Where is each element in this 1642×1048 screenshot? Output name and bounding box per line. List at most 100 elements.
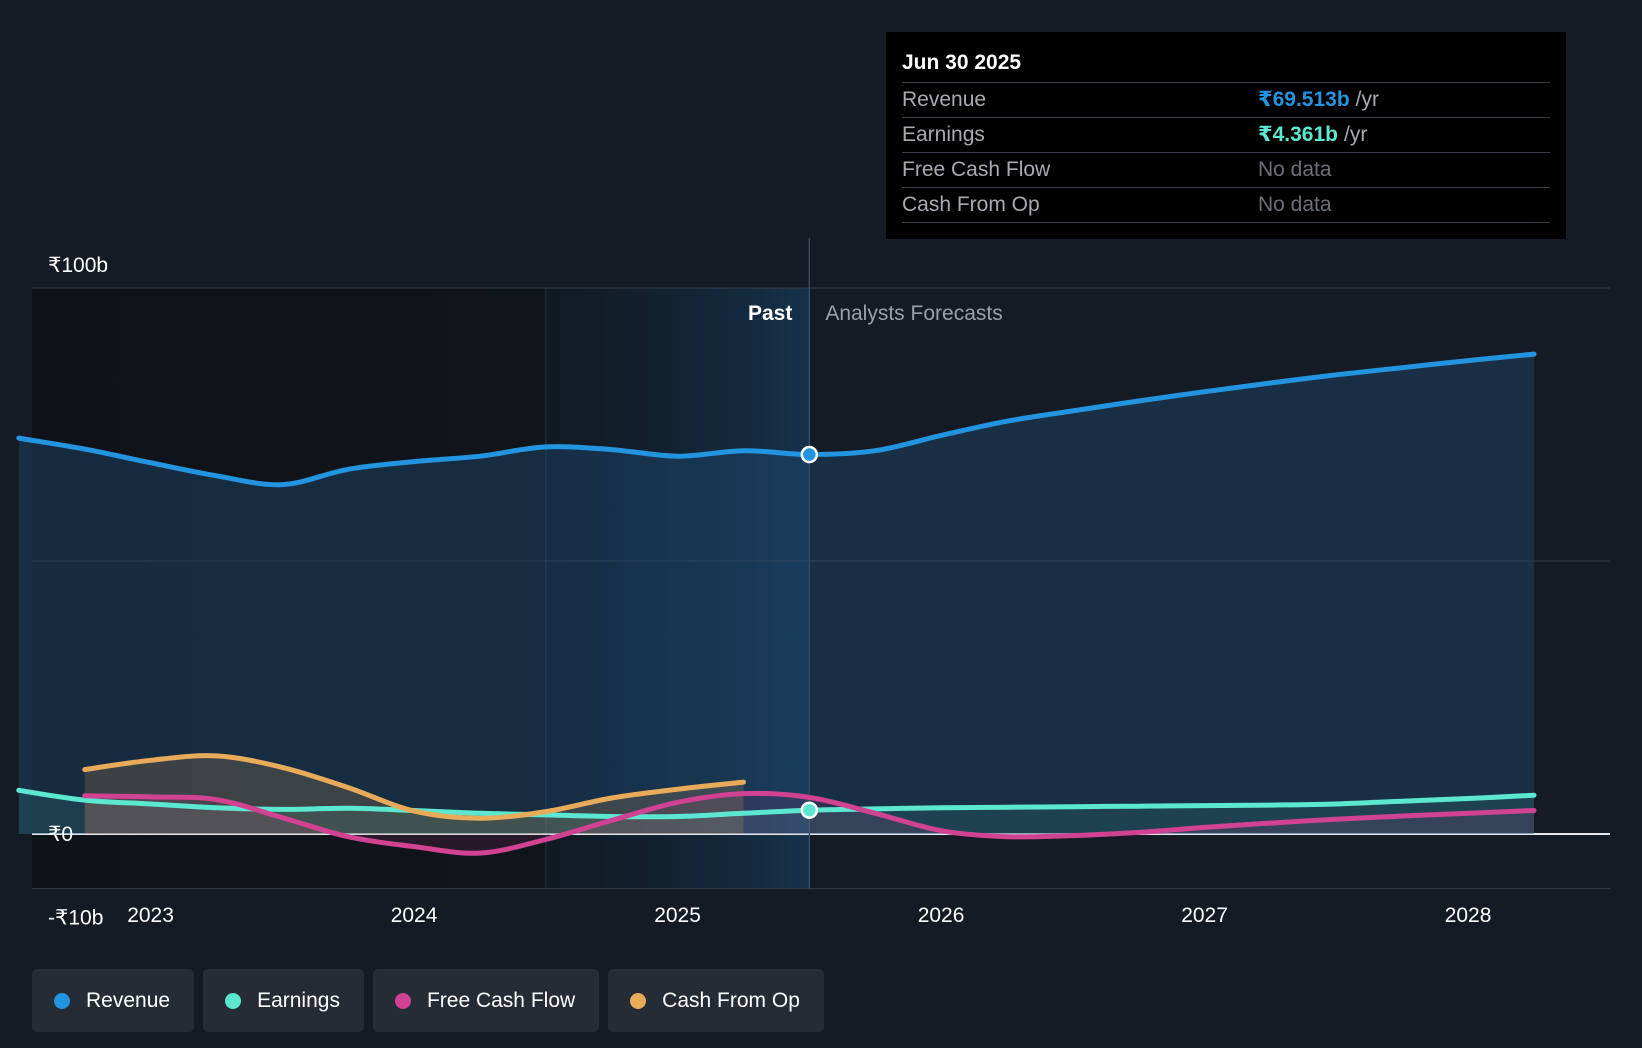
free-cash-flow-point [148,794,154,800]
cash-from-op-point [82,767,88,773]
free-cash-flow-point [82,793,88,799]
free-cash-flow-point [872,810,878,816]
revenue-point [279,482,285,488]
plot-background [32,288,810,889]
free-cash-flow-point [675,799,681,805]
legend-item-revenue[interactable]: Revenue [32,969,195,1032]
x-tick-label: 2026 [918,904,965,927]
free-cash-flow-point [345,834,351,840]
free-cash-flow-line [82,790,1537,856]
axis-labels: ₹100b ₹0 -₹10b 2023 2024 2025 2026 2027 2028 Past… [48,254,1491,930]
free-cash-flow-point [1333,816,1339,822]
earnings-point [675,814,681,820]
earnings-point [1004,804,1010,810]
revenue-point [16,435,22,441]
earnings-highlight-marker [800,801,819,819]
highlight-markers [800,445,819,819]
free-cash-flow-point [279,815,285,821]
cash-from-op-point [214,753,220,759]
revenue-highlight-marker [800,445,819,464]
earnings-point [1136,803,1142,809]
x-tick-label: 2024 [391,904,438,927]
revenue-point [1333,372,1339,378]
y-tick-label: -₹10b [48,907,103,930]
cash-from-op-point [609,795,615,801]
tooltip-earnings-value: ₹4.361b [1258,123,1338,146]
earnings-point [1333,801,1339,807]
hover-tooltip: Jun 30 2025 Revenue ₹69.513b /yr Earning… [886,32,1566,239]
earnings-point [1465,796,1471,802]
cash-from-op-point [477,815,483,821]
revenue-point [82,446,88,452]
y-tick-label: ₹100b [48,254,108,277]
revenue-point [1531,351,1537,357]
earnings-dot-icon [225,992,242,1009]
earnings-line [16,787,1537,820]
earnings-point [16,787,22,793]
free-cash-flow-point [806,794,812,800]
cash-from-op-point [675,786,681,792]
earnings-point [214,805,220,811]
free-cash-flow-point [1202,824,1208,830]
cash-from-op-line [82,753,746,821]
tooltip-row-cash-from-op: Cash From Op No data [902,188,1550,223]
earnings-point [741,810,747,816]
free-cash-flow-point [1531,808,1537,814]
free-cash-flow-point [741,791,747,797]
tooltip-date: Jun 30 2025 [902,46,1550,83]
x-tick-label: 2028 [1445,904,1492,927]
free-cash-flow-point [477,850,483,856]
legend-label-free-cash-flow: Free Cash Flow [426,988,576,1012]
tooltip-row-revenue: Revenue ₹69.513b /yr [902,83,1550,118]
free-cash-flow-point [543,837,549,843]
legend-label-earnings: Earnings [257,988,340,1012]
x-tick-label: 2025 [654,904,701,927]
free-cash-flow-point [214,797,220,803]
legend-item-cash-from-op[interactable]: Cash From Op [608,969,824,1032]
earnings-point [279,806,285,812]
legend-item-free-cash-flow[interactable]: Free Cash Flow [372,969,600,1032]
gridlines [32,238,1610,890]
revenue-point [1399,365,1405,371]
revenue-point [214,473,220,479]
free-cash-flow-dot-icon [394,992,411,1009]
free-cash-flow-point [938,828,944,834]
revenue-point [1268,380,1274,386]
tooltip-cfo-label: Cash From Op [902,193,1040,216]
revenue-point [477,453,483,459]
earnings-point [1399,798,1405,804]
revenue-point [938,432,944,438]
earnings-point [1070,804,1076,810]
revenue-point [1202,389,1208,395]
legend-item-earnings[interactable]: Earnings [203,969,364,1032]
legend-label-revenue: Revenue [86,988,171,1012]
tooltip-row-earnings: Earnings ₹4.361b /yr [902,118,1550,153]
tooltip-cfo-nodata: No data [1258,193,1332,216]
free-cash-flow-point [411,844,417,850]
cash-from-op-point [148,757,154,763]
revenue-point [1070,408,1076,414]
revenue-point [543,444,549,450]
earnings-point [148,801,154,807]
revenue-point [345,466,351,472]
revenue-point [1465,358,1471,364]
tooltip-revenue-unit: /yr [1355,88,1379,111]
cash-from-op-point [411,808,417,814]
tooltip-earnings-label: Earnings [902,123,985,146]
free-cash-flow-point [1136,829,1142,835]
revenue-point [609,447,615,453]
cash-from-op-point [279,764,285,770]
tooltip-revenue-label: Revenue [902,88,987,111]
earnings-point [1268,802,1274,808]
tooltip-row-free-cash-flow: Free Cash Flow No data [902,153,1550,188]
tooltip-revenue-value: ₹69.513b [1258,88,1350,111]
tooltip-fcf-nodata: No data [1258,158,1332,181]
analysts-forecasts-label: Analysts Forecasts [825,302,1002,325]
revenue-dot-icon [54,992,70,1009]
revenue-point [411,459,417,465]
free-cash-flow-area [84,793,1535,854]
tooltip-earnings-unit: /yr [1344,123,1368,146]
cash-from-op-point [741,779,747,785]
revenue-line [16,351,1537,488]
